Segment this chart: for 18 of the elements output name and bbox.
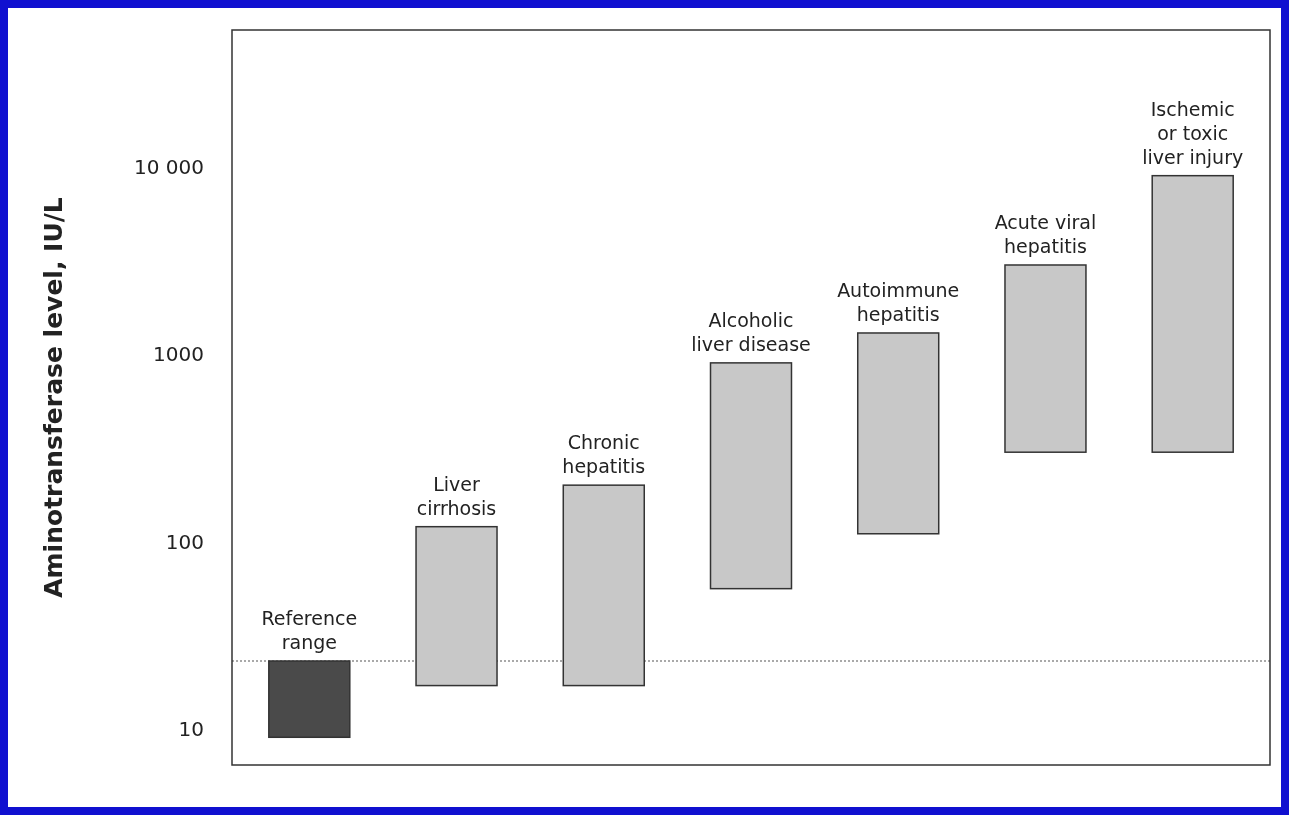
bar xyxy=(562,484,646,687)
bar xyxy=(709,362,793,590)
y-tick-label: 10 xyxy=(178,716,204,741)
y-tick-label: 100 xyxy=(165,529,204,554)
y-axis-title: Aminotransferase level, IU/L xyxy=(39,197,68,598)
y-tick-label: 10 000 xyxy=(134,155,204,180)
x-tick-label: Liver cirrhosis xyxy=(416,472,497,519)
bar xyxy=(415,525,498,687)
x-tick-label: Reference range xyxy=(261,607,358,653)
x-tick-label: Acute viral hepatitis xyxy=(994,210,1097,257)
x-tick-label: Ischemic or toxic liver injury xyxy=(1142,97,1244,168)
x-tick-label: Autoimmune hepatitis xyxy=(837,278,960,325)
x-tick-label: Alcoholic liver disease xyxy=(691,308,811,355)
bar xyxy=(857,332,940,535)
bar xyxy=(1151,174,1234,453)
bar xyxy=(1004,264,1087,453)
x-tick-label: Chronic hepatitis xyxy=(562,431,646,478)
y-tick-label: 1000 xyxy=(153,342,204,367)
